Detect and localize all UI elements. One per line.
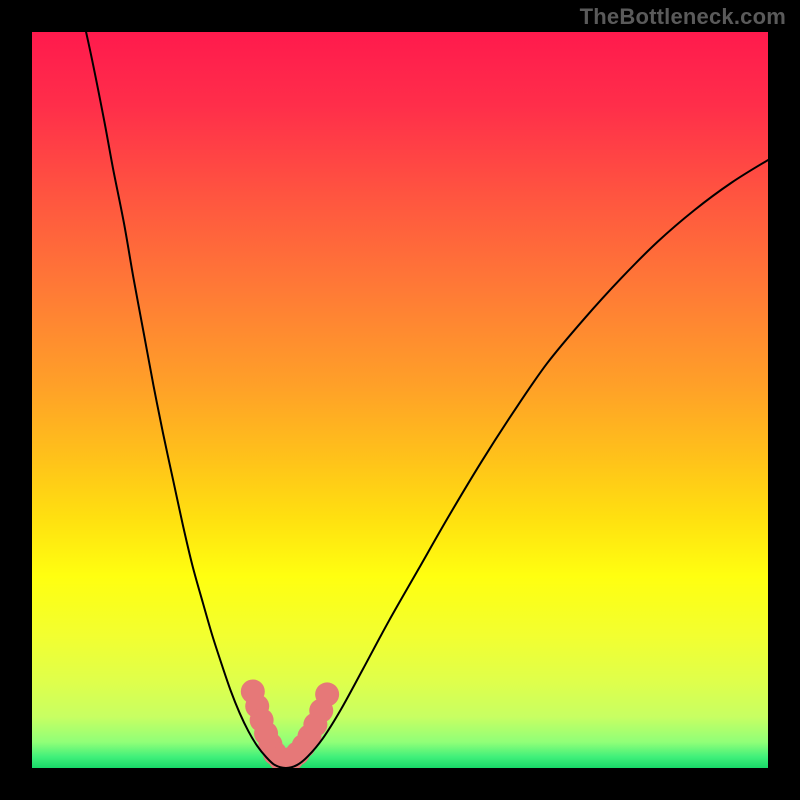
watermark-text: TheBottleneck.com bbox=[580, 4, 786, 30]
plot-area bbox=[32, 32, 768, 768]
marker-dot bbox=[315, 682, 339, 706]
bottleneck-curve-chart bbox=[32, 32, 768, 768]
gradient-background bbox=[32, 32, 768, 768]
figure-container: TheBottleneck.com bbox=[0, 0, 800, 800]
